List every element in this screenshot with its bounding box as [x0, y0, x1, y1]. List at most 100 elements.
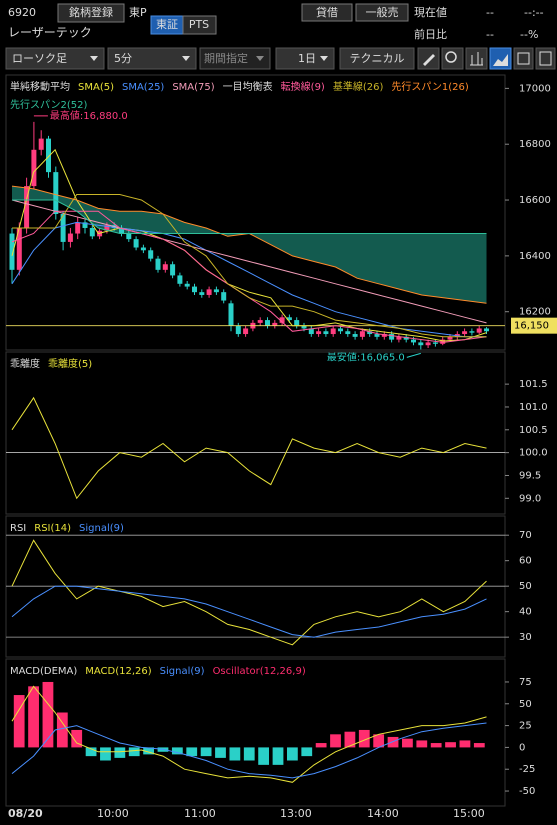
- candle-body: [235, 325, 241, 335]
- candle-body: [330, 328, 336, 335]
- candle-body: [389, 334, 395, 340]
- pen-glyph: [423, 54, 435, 66]
- y-tick-label: 0: [519, 742, 525, 753]
- save-icon[interactable]: [513, 47, 534, 70]
- dropdown-arrow: [90, 56, 98, 61]
- oscillator-bar: [114, 747, 126, 758]
- candle-body: [89, 227, 95, 237]
- candle-body: [440, 339, 446, 344]
- oscillator-bar: [200, 747, 212, 757]
- sell-label: 一般売: [366, 6, 399, 19]
- range-select[interactable]: [275, 47, 335, 70]
- settings-icon[interactable]: [535, 47, 556, 70]
- technical: テクニカル: [350, 52, 405, 65]
- x-tick-label: 08/20: [8, 807, 43, 820]
- candle-body: [162, 264, 168, 270]
- candle-body: [476, 328, 482, 333]
- oscillator-bar: [315, 743, 327, 748]
- technical-button[interactable]: [339, 47, 415, 70]
- candle-body: [82, 222, 88, 228]
- legend-entry: SMA(75): [172, 82, 214, 93]
- low-pointer: [406, 352, 421, 358]
- oscillator-bar: [445, 742, 456, 748]
- candle-body: [323, 331, 329, 335]
- oscillator-bar: [387, 736, 399, 748]
- oscillator-bar: [229, 747, 241, 761]
- y-tick-label: 100.5: [519, 425, 548, 436]
- legend-title: MACD(DEMA): [10, 666, 77, 677]
- exchange-pts[interactable]: [182, 15, 217, 35]
- legend-title: 一目均衡表: [223, 80, 273, 93]
- oscillator-bar: [330, 734, 341, 748]
- change-label: 前日比: [414, 27, 447, 41]
- lending-label: 貸借: [316, 5, 338, 19]
- y-tick-label: 50: [519, 699, 532, 710]
- interval: 5分: [114, 52, 132, 65]
- range: 1日: [298, 52, 316, 65]
- candle-body: [16, 227, 22, 270]
- register-label: 銘柄登録: [69, 5, 113, 19]
- lending-button[interactable]: [301, 3, 353, 22]
- oscillator-bar: [171, 747, 183, 755]
- stock-code: 6920: [8, 6, 36, 19]
- y-tick-label: 70: [519, 530, 532, 541]
- save-glyph: [517, 52, 530, 65]
- legend-entry: Signal(9): [79, 523, 124, 534]
- candle-body: [126, 233, 132, 240]
- y-tick-label: -25: [519, 764, 535, 775]
- oscillator-bar: [459, 740, 471, 748]
- low-annotation: 最安値:16,065.0: [327, 350, 405, 363]
- legend-entry: MACD(12,26): [85, 666, 152, 677]
- candle-body: [206, 289, 212, 295]
- candle-body: [432, 342, 438, 344]
- y-tick-label: 25: [519, 721, 532, 732]
- candle-body: [257, 320, 263, 323]
- price-label: 現在値: [414, 6, 447, 19]
- x-tick-label: 13:00: [280, 807, 312, 820]
- oscillator-bar: [373, 734, 385, 748]
- period: 期間指定: [204, 51, 248, 65]
- zoom-icon[interactable]: [441, 47, 464, 70]
- candle-body: [469, 331, 475, 333]
- plots: 16200 16400 16600 16800 17000 単純移動平均 SMA(5) SMA…: [5, 74, 557, 820]
- candle-body: [308, 328, 314, 335]
- candle-body: [367, 331, 373, 335]
- compare-icon[interactable]: [465, 47, 488, 70]
- oscillator-bar: [186, 747, 198, 757]
- register-button[interactable]: [57, 3, 125, 23]
- chart-type-select[interactable]: [5, 47, 105, 70]
- candle-body: [294, 320, 300, 326]
- legend-title: RSI: [10, 523, 26, 534]
- candle-body: [345, 331, 351, 335]
- legend-entry: 転換線(9): [281, 80, 325, 93]
- candle-body: [170, 264, 176, 276]
- oscillator-bar: [71, 729, 83, 748]
- candle-body: [425, 342, 431, 346]
- candle-body: [140, 247, 146, 251]
- legend-entry: 基準線(26): [333, 80, 384, 93]
- sell-button[interactable]: [355, 3, 409, 22]
- oscillator-bar: [416, 740, 428, 748]
- y-tick-label: 100.0: [519, 448, 548, 459]
- oscillator-bar: [402, 738, 413, 748]
- settings-glyph: [539, 51, 552, 66]
- area-glyph: [493, 54, 508, 66]
- candle-body: [67, 233, 73, 242]
- legend-entry: 先行スパン1(26): [391, 80, 468, 93]
- legend-entry: SMA(5): [78, 82, 114, 93]
- x-tick-label: 11:00: [184, 807, 216, 820]
- market: 東P: [129, 6, 147, 19]
- oscillator-bar: [143, 747, 154, 755]
- candle-body: [9, 233, 15, 270]
- y-tick-label: 101.5: [519, 379, 548, 390]
- y-tick-label: 16600: [519, 195, 551, 206]
- candle-body: [133, 239, 139, 248]
- series-line: [12, 199, 487, 234]
- oscillator-bar: [28, 686, 39, 748]
- dropdown-arrow: [320, 56, 328, 61]
- period-select[interactable]: [199, 47, 271, 70]
- interval-select[interactable]: [107, 47, 197, 70]
- oscillator-bar: [358, 729, 370, 748]
